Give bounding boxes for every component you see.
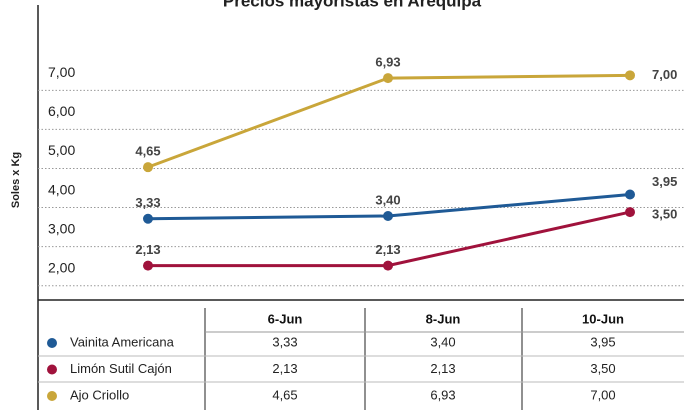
table-cell: 3,33 <box>272 334 297 349</box>
data-label: 2,13 <box>135 242 160 257</box>
data-label: 3,33 <box>135 195 160 210</box>
y-tick-label: 3,00 <box>48 220 75 236</box>
table-cell: 2,13 <box>272 361 297 376</box>
point <box>383 210 393 221</box>
table-cell: 3,50 <box>590 361 615 376</box>
y-tick-label: 4,00 <box>48 181 75 197</box>
point <box>143 260 153 271</box>
point <box>383 260 393 271</box>
data-label: 3,50 <box>652 207 677 222</box>
point <box>383 73 393 84</box>
data-label: 3,95 <box>652 174 677 189</box>
data-label: 2,13 <box>375 242 400 257</box>
point <box>143 162 153 173</box>
legend-label: Ajo Criollo <box>70 387 129 402</box>
data-label: 7,00 <box>652 67 677 82</box>
data-label: 3,40 <box>375 192 400 207</box>
legend-label: Vainita Americana <box>70 334 175 349</box>
y-tick-label: 2,00 <box>48 259 75 275</box>
point <box>625 70 635 81</box>
y-tick-label: 6,00 <box>48 103 75 119</box>
point <box>625 207 635 218</box>
table-lines <box>38 308 684 410</box>
legend-marker <box>47 338 57 348</box>
table-header: 6-Jun <box>268 311 303 326</box>
y-axis-label: Soles x Kg <box>10 152 22 208</box>
table-header: 10-Jun <box>582 311 624 326</box>
series-line <box>147 73 631 169</box>
table-cell: 4,65 <box>272 387 297 402</box>
table-header: 8-Jun <box>426 311 461 326</box>
chart-title: Precios mayoristas en Arequipa <box>223 0 482 10</box>
table-cell: 7,00 <box>590 387 615 402</box>
legend-marker <box>47 391 57 401</box>
legend-label: Limón Sutil Cajón <box>70 361 172 376</box>
legend-marker <box>47 364 57 375</box>
table-cell: 3,95 <box>590 334 615 349</box>
table-cell: 2,13 <box>430 361 455 376</box>
table-cell: 3,40 <box>430 334 455 349</box>
point <box>625 189 635 200</box>
data-label: 6,93 <box>375 55 400 70</box>
y-tick-label: 7,00 <box>48 64 75 80</box>
data-label: 4,65 <box>135 144 160 159</box>
y-tick-label: 5,00 <box>48 142 75 158</box>
table-cell: 6,93 <box>430 387 455 402</box>
point <box>143 213 153 224</box>
